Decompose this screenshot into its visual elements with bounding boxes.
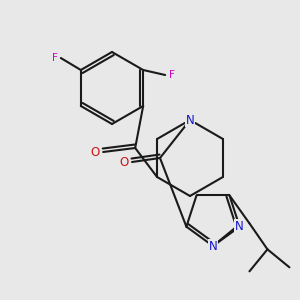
Text: N: N	[235, 220, 244, 233]
Text: F: F	[169, 70, 175, 80]
Text: O: O	[119, 155, 129, 169]
Text: O: O	[91, 146, 100, 158]
Text: F: F	[52, 53, 58, 63]
Text: N: N	[186, 113, 194, 127]
Text: N: N	[208, 239, 217, 253]
